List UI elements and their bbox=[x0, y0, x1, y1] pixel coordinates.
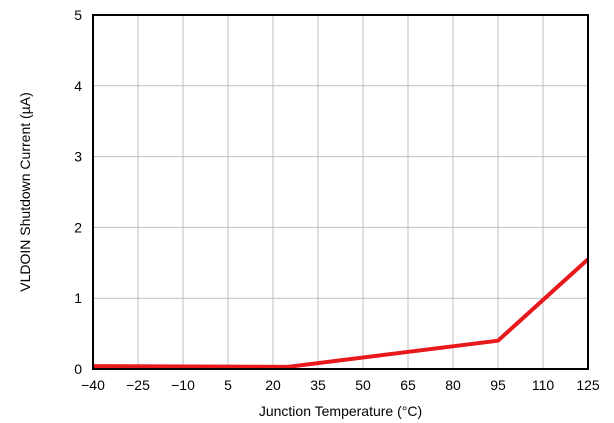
x-tick-label: −10 bbox=[171, 377, 195, 393]
series-layer bbox=[92, 257, 590, 369]
y-tick-label: 1 bbox=[74, 290, 82, 306]
x-tick-label: 5 bbox=[224, 377, 232, 393]
grid bbox=[93, 15, 588, 369]
x-axis-ticks: −40 −25 −10 5 20 35 50 65 80 95 110 125 bbox=[81, 377, 600, 393]
x-tick-label: 20 bbox=[265, 377, 281, 393]
x-tick-label: 80 bbox=[445, 377, 461, 393]
x-tick-label: 110 bbox=[532, 377, 555, 393]
x-tick-label: 95 bbox=[490, 377, 506, 393]
y-tick-label: 5 bbox=[74, 7, 82, 23]
x-axis-title: Junction Temperature (°C) bbox=[259, 403, 422, 419]
y-tick-label: 2 bbox=[74, 219, 82, 235]
y-tick-label: 4 bbox=[74, 78, 82, 94]
x-tick-label: −25 bbox=[126, 377, 150, 393]
x-tick-label: 125 bbox=[576, 377, 600, 393]
y-tick-label: 0 bbox=[74, 361, 82, 377]
x-tick-label: −40 bbox=[81, 377, 105, 393]
plot-frame bbox=[92, 14, 589, 370]
x-tick-label: 65 bbox=[400, 377, 416, 393]
y-axis-title: VLDOIN Shutdown Current (µA) bbox=[17, 92, 33, 291]
series-line bbox=[92, 257, 590, 369]
x-tick-label: 50 bbox=[355, 377, 371, 393]
x-tick-label: 35 bbox=[310, 377, 326, 393]
y-tick-label: 3 bbox=[74, 149, 82, 165]
y-axis-ticks: 0 1 2 3 4 5 bbox=[74, 7, 82, 377]
